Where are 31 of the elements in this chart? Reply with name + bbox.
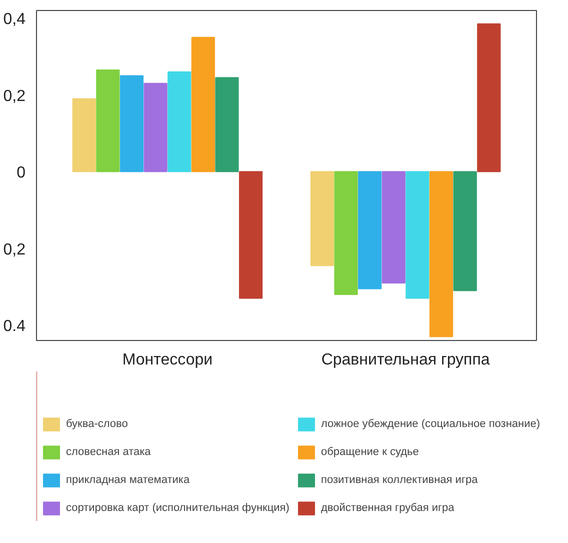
y-tick-label: 0,2 [3, 88, 26, 105]
y-tick-label: 0.4 [3, 318, 26, 336]
bar [334, 171, 358, 295]
y-tick-label: 0,2 [3, 241, 26, 258]
bar [120, 75, 144, 172]
bar [429, 171, 454, 338]
legend-label: позитивная коллективная игра [321, 474, 478, 486]
bar [382, 171, 406, 284]
bar [96, 69, 120, 172]
bar [310, 171, 334, 266]
legend-label: прикладная математика [66, 474, 190, 486]
bar [358, 171, 382, 290]
x-tick-label: Сравнительная группа [321, 352, 490, 368]
legend-label: словесная атака [66, 446, 151, 458]
bar [215, 77, 239, 172]
legend-label: сортировка карт (исполнительная функция) [66, 502, 290, 514]
x-tick-label: Монтессори [122, 352, 213, 368]
bar [453, 171, 477, 292]
legend-label: обращение к судье [321, 446, 419, 458]
y-tick-label: 0 [16, 164, 26, 182]
legend-label: двойственная грубая игра [321, 502, 454, 514]
bar [477, 23, 501, 172]
legend-label: буква-слово [66, 418, 128, 430]
bar [238, 171, 263, 299]
bar [144, 82, 168, 172]
bar [191, 36, 215, 172]
y-tick-label: 0,4 [3, 11, 26, 28]
legend-label: ложное убеждение (социальное познание) [321, 418, 540, 430]
bar [168, 71, 192, 172]
bar [72, 98, 96, 172]
bar [406, 171, 430, 299]
